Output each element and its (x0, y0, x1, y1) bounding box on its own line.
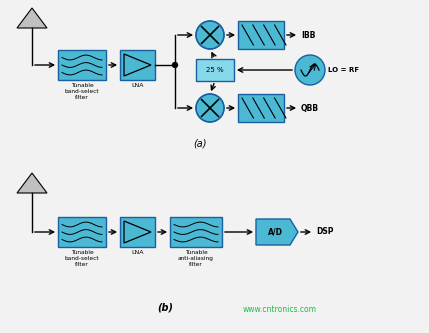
Text: A/D: A/D (268, 227, 283, 236)
Text: QBB: QBB (301, 104, 319, 113)
Bar (120, 50, 155, 80)
Bar (58, 217, 106, 247)
Circle shape (295, 55, 325, 85)
Text: LNA: LNA (131, 250, 144, 255)
Polygon shape (256, 219, 298, 245)
Text: Tunable
band-select
filter: Tunable band-select filter (65, 250, 99, 267)
Circle shape (196, 21, 224, 49)
Text: (a): (a) (193, 138, 207, 148)
Circle shape (196, 94, 224, 122)
Circle shape (172, 63, 178, 68)
Text: 25 %: 25 % (206, 67, 224, 73)
Text: (b): (b) (157, 302, 173, 312)
Text: Tunable
anti-aliasing
filter: Tunable anti-aliasing filter (178, 250, 214, 267)
Bar (120, 217, 155, 247)
Text: Tunable
band-select
filter: Tunable band-select filter (65, 83, 99, 100)
Polygon shape (17, 173, 47, 193)
Text: LO = RF: LO = RF (328, 67, 359, 73)
Text: www.cntronics.com: www.cntronics.com (243, 305, 317, 314)
Bar (58, 50, 106, 80)
Bar (170, 217, 222, 247)
Text: DSP: DSP (316, 227, 333, 236)
Text: IBB: IBB (301, 31, 315, 40)
Polygon shape (17, 8, 47, 28)
Text: LNA: LNA (131, 83, 144, 88)
Bar (196, 59, 234, 81)
Bar (238, 21, 284, 49)
Bar (238, 94, 284, 122)
